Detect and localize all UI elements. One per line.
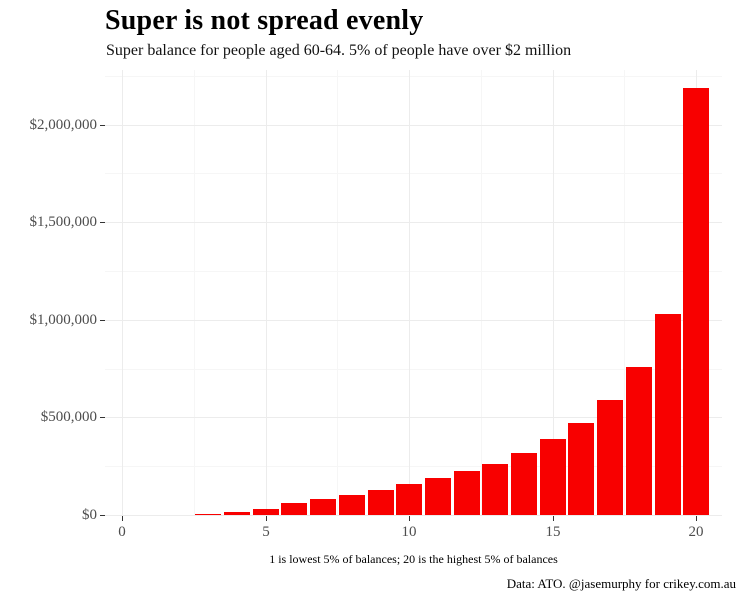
minor-gridline-y <box>105 466 722 467</box>
minor-gridline-x <box>481 70 482 515</box>
minor-gridline-y <box>105 271 722 272</box>
bar-7 <box>310 499 336 515</box>
bar-10 <box>396 484 422 515</box>
x-tick-label: 0 <box>118 524 126 540</box>
major-gridline-x <box>553 70 554 515</box>
y-tick-label: $0 <box>82 507 97 523</box>
chart-title: Super is not spread evenly <box>105 5 424 36</box>
y-tick-label: $500,000 <box>40 409 97 425</box>
minor-gridline-y <box>105 369 722 370</box>
major-gridline-x <box>409 70 410 515</box>
axis-caption: 1 is lowest 5% of balances; 20 is the hi… <box>269 552 558 566</box>
bar-14 <box>511 453 537 515</box>
major-gridline-y <box>105 125 722 126</box>
x-tick-mark <box>266 516 267 521</box>
major-gridline-y <box>105 222 722 223</box>
y-tick-mark <box>100 515 105 516</box>
major-gridline-y <box>105 515 722 516</box>
bar-18 <box>626 367 652 515</box>
x-tick-label: 15 <box>545 524 561 540</box>
bar-17 <box>597 400 623 515</box>
minor-gridline-x <box>194 70 195 515</box>
x-tick-label: 20 <box>688 524 704 540</box>
bar-19 <box>655 314 681 515</box>
minor-gridline-y <box>105 173 722 174</box>
major-gridline-x <box>266 70 267 515</box>
x-tick-label: 10 <box>401 524 417 540</box>
y-tick-label: $1,000,000 <box>29 312 98 328</box>
x-tick-mark <box>553 516 554 521</box>
chart-subtitle: Super balance for people aged 60-64. 5% … <box>106 42 572 59</box>
x-tick-mark <box>409 516 410 521</box>
y-tick-mark <box>100 417 105 418</box>
bar-9 <box>368 490 394 515</box>
y-tick-mark <box>100 222 105 223</box>
bar-15 <box>540 439 566 515</box>
y-tick-mark <box>100 125 105 126</box>
major-gridline-y <box>105 417 722 418</box>
bar-3 <box>195 514 221 515</box>
bar-11 <box>425 478 451 515</box>
bar-8 <box>339 495 365 515</box>
bar-16 <box>568 423 594 515</box>
major-gridline-x <box>122 70 123 515</box>
bar-20 <box>683 88 709 515</box>
y-tick-label: $1,500,000 <box>29 214 98 230</box>
major-gridline-y <box>105 320 722 321</box>
bar-12 <box>454 471 480 515</box>
minor-gridline-y <box>105 76 722 77</box>
y-tick-mark <box>100 320 105 321</box>
x-tick-mark <box>696 516 697 521</box>
bar-5 <box>253 509 279 515</box>
bar-4 <box>224 512 250 515</box>
minor-gridline-x <box>624 70 625 515</box>
x-tick-label: 5 <box>262 524 270 540</box>
x-tick-mark <box>122 516 123 521</box>
data-credit: Data: ATO. @jasemurphy for crikey.com.au <box>506 576 736 591</box>
plot-panel <box>105 70 722 516</box>
bar-13 <box>482 464 508 515</box>
bar-6 <box>281 503 307 515</box>
minor-gridline-x <box>337 70 338 515</box>
y-tick-label: $2,000,000 <box>29 117 98 133</box>
